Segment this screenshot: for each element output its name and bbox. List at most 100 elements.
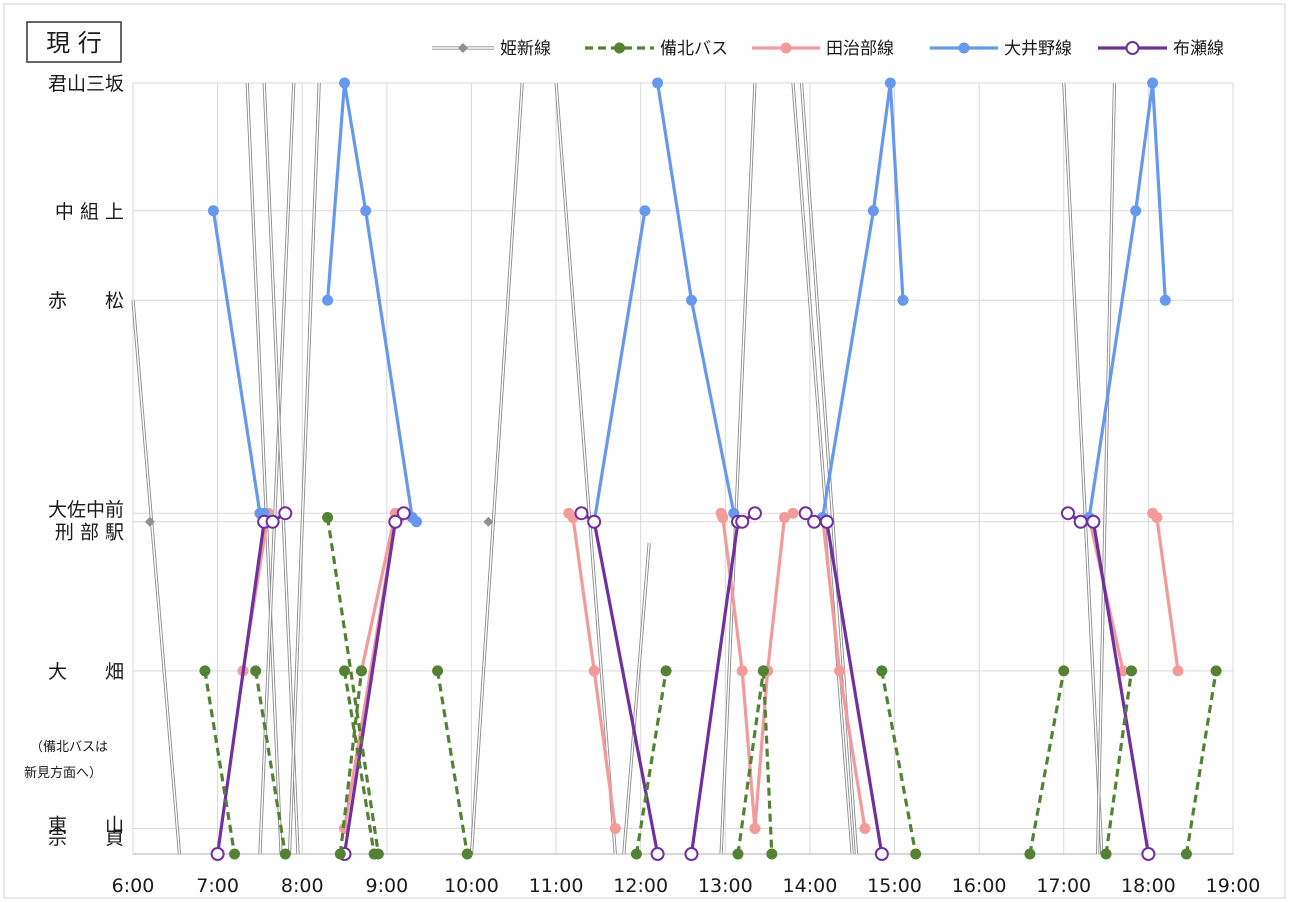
trip-point <box>279 848 291 860</box>
trip-point <box>1117 665 1129 677</box>
legend-item-布瀬線: 布瀬線 <box>1098 39 1224 59</box>
trip-point <box>876 665 888 677</box>
trip-line <box>634 670 668 855</box>
trip-point <box>652 77 664 89</box>
trip-point <box>897 294 909 306</box>
x-tick-label: 14:00 <box>783 875 838 897</box>
legend-marker <box>958 42 970 54</box>
trip-point <box>787 507 799 519</box>
trip-point <box>1180 848 1192 860</box>
trip-line <box>821 81 905 518</box>
legend-item-大井野線: 大井野線 <box>930 39 1072 59</box>
station-marker <box>483 516 494 527</box>
trip-line-inner <box>288 82 320 855</box>
trip-point <box>388 514 403 529</box>
trip-point <box>684 847 699 861</box>
trip-point <box>322 511 334 523</box>
trip-line <box>1087 81 1167 518</box>
legend-item-備北バス: 備北バス <box>585 39 728 59</box>
x-tick-label: 17:00 <box>1036 875 1091 897</box>
trip-point <box>1172 665 1184 677</box>
trip-point <box>250 665 262 677</box>
trip-line <box>1028 670 1066 855</box>
trip-point <box>1073 514 1088 529</box>
trip-point <box>265 514 280 529</box>
trip-line-inner <box>246 82 282 855</box>
trip-line <box>761 670 774 855</box>
trip-point <box>461 848 473 860</box>
x-tick-label: 6:00 <box>112 875 155 897</box>
legend-item-姫新線: 姫新線 <box>432 39 551 59</box>
trip-line-inner <box>792 82 853 855</box>
trip-line <box>592 210 647 522</box>
x-tick-label: 9:00 <box>366 875 409 897</box>
trip-line-inner <box>263 82 299 855</box>
x-tick-label: 18:00 <box>1121 875 1176 897</box>
trip-point <box>1024 848 1036 860</box>
x-tick-label: 10:00 <box>444 875 499 897</box>
x-tick-label: 8:00 <box>281 875 324 897</box>
trip-point <box>736 665 748 677</box>
trip-line-inner <box>132 300 181 855</box>
station-label: 中 組 上 <box>55 201 124 223</box>
trip-point <box>732 848 744 860</box>
trip-point <box>807 514 822 529</box>
trip-point <box>1151 511 1163 523</box>
trip-point <box>1100 848 1112 860</box>
trip-point <box>798 506 813 521</box>
chart-title-box <box>26 21 122 63</box>
trip-point <box>1210 665 1222 677</box>
trip-point <box>859 822 871 834</box>
trip-line-inner <box>623 542 650 855</box>
station-label: 大 畑 <box>48 661 124 683</box>
trip-point <box>779 511 791 523</box>
trip-point <box>334 848 346 860</box>
trip-line <box>338 670 364 855</box>
station-label: 大佐中前 <box>48 499 124 521</box>
trip-line-inner <box>1096 82 1116 855</box>
trip-point <box>884 77 896 89</box>
trip-point <box>766 848 778 860</box>
legend: 姫新線 備北バス 田治部線 大井野線 布瀬線 <box>432 39 1224 59</box>
bus-direction-note: （備北バスは 新見方面へ） <box>24 739 108 781</box>
trip-point <box>432 665 444 677</box>
trip-point <box>1130 205 1142 217</box>
trip-point <box>339 77 351 89</box>
chart-border <box>3 3 1286 899</box>
trip-point <box>588 665 600 677</box>
x-tick-label: 16:00 <box>952 875 1007 897</box>
x-tick-label: 13:00 <box>698 875 753 897</box>
station-marker <box>144 516 155 527</box>
trip-point <box>1147 77 1159 89</box>
trip-line <box>736 670 765 855</box>
legend-label: 備北バス <box>660 39 728 59</box>
x-tick-label: 19:00 <box>1206 875 1261 897</box>
trip-point <box>368 848 380 860</box>
legend-label: 田治部線 <box>826 39 894 59</box>
x-tick-label: 11:00 <box>529 875 584 897</box>
trip-point <box>1086 514 1101 529</box>
trip-point <box>587 514 602 529</box>
trip-point <box>322 294 334 306</box>
note-line-1: （備北バスは <box>30 739 108 755</box>
trip-point <box>1159 294 1171 306</box>
trip-point <box>747 506 762 521</box>
trip-point <box>660 665 672 677</box>
trip-point <box>609 822 621 834</box>
trip-point <box>199 665 211 677</box>
trip-point <box>1058 665 1070 677</box>
trip-line <box>203 670 237 855</box>
legend-label: 大井野線 <box>1004 39 1072 59</box>
trip-point <box>210 847 225 861</box>
trip-point <box>757 665 769 677</box>
trip-point <box>910 848 922 860</box>
legend-label: 布瀬線 <box>1173 39 1224 59</box>
trip-point <box>339 665 351 677</box>
trip-point <box>1125 665 1137 677</box>
station-label: 東 山 <box>48 814 124 836</box>
trip-point <box>735 514 750 529</box>
note-line-2: 新見方面へ） <box>24 765 102 781</box>
series-姫新線 <box>131 82 1117 855</box>
